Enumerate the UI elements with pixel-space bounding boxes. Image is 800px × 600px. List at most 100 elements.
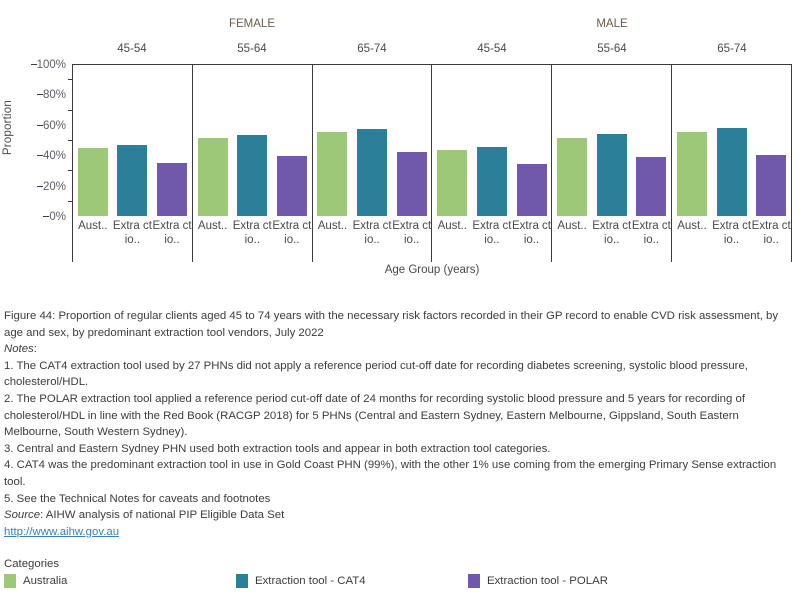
legend-swatch-icon [236,574,248,588]
chart-region: Proportion FEMALE MALE 45-54 55-64 65-74 45-… [2,12,792,277]
y-axis-title: Proportion [2,100,14,156]
y-tick-mark [68,79,72,81]
legend-title: Categories [4,558,60,570]
x-panel-labels: Aust.. Extra ctio.. Extra ctio.. [672,216,792,262]
x-tick-label: Aust.. [317,220,348,232]
y-tick-mark [36,185,43,187]
bar[interactable] [676,131,707,216]
x-tick-label: Extra ctio.. [152,220,192,246]
legend-label: Extraction tool - POLAR [487,575,608,587]
y-tick-label: 60% [36,116,72,134]
notes-label: Notes [4,343,34,356]
bar[interactable] [636,156,667,216]
source-label: Source [4,509,41,522]
bar[interactable] [396,152,427,216]
facet-age-label: 55-64 [237,43,267,55]
plot-body [72,64,792,216]
x-tick-label: Aust.. [437,220,467,232]
x-tick-label: Aust.. [557,220,587,232]
y-tick-mark [68,170,72,172]
plot-area: FEMALE MALE 45-54 55-64 65-74 45-54 55-64 65-7… [30,12,792,277]
facet-age-row: 45-54 55-64 65-74 45-54 55-64 65-74 [72,37,792,64]
chart-panel [432,65,553,216]
chart-panel [193,65,313,216]
bar[interactable] [197,138,228,216]
x-tick-label: Extra ctio.. [512,220,551,246]
y-tick-text: 80% [42,89,66,102]
facet-age-label: 45-54 [477,43,507,55]
facet-age-label: 65-74 [357,43,387,55]
x-tick-label: Extra ctio.. [112,220,152,246]
x-panel-labels: Aust.. Extra ctio.. Extra ctio.. [313,216,433,262]
note-item: 5. See the Technical Notes for caveats a… [4,492,271,505]
bar[interactable] [557,137,588,216]
facet-age-label: 55-64 [597,43,627,55]
bar[interactable] [77,147,108,216]
x-tick-label: Aust.. [78,220,108,232]
legend-items: Australia Extraction tool - CAT4 Extractio… [4,574,794,588]
bar[interactable] [357,128,388,216]
x-tick-label: Extra ctio.. [352,220,392,246]
bar[interactable] [317,131,348,216]
bar[interactable] [117,145,148,216]
x-tick-label: Extra ctio.. [472,220,512,246]
chart-panel [313,65,433,216]
x-panel-labels: Aust.. Extra ctio.. Extra ctio.. [552,216,673,262]
y-tick-mark [68,200,72,202]
y-tick-label: 0% [43,207,72,225]
source-url-link[interactable]: http://www.aihw.gov.au [4,525,120,538]
x-tick-label: Extra ctio.. [392,220,432,246]
legend-item[interactable]: Extraction tool - CAT4 [236,574,468,588]
x-panel-labels: Aust.. Extra ctio.. Extra ctio.. [432,216,553,262]
y-tick-label: 80% [36,85,72,103]
bar[interactable] [276,155,307,216]
x-tick-label: Extra ctio.. [631,220,671,246]
x-tick-label: Extra ctio.. [751,220,791,246]
x-tick-label: Extra ctio.. [592,220,632,246]
legend-swatch-icon [4,574,16,588]
y-tick-label: 20% [36,177,72,195]
y-tick-text: 60% [42,119,66,132]
bar[interactable] [437,149,468,216]
facet-age-label: 65-74 [717,43,747,55]
bar[interactable] [237,134,268,216]
x-tick-label: Aust.. [197,220,228,232]
bar[interactable] [756,155,787,216]
y-tick-text: 40% [42,150,66,163]
y-tick-mark [36,94,43,96]
y-tick-label: 100% [30,55,72,73]
bar[interactable] [516,164,547,216]
facet-sex-label: FEMALE [228,18,275,30]
note-item: 2. The POLAR extraction tool applied a r… [4,392,746,439]
x-panel-labels: Aust.. Extra ctio.. Extra ctio.. [73,216,193,262]
y-tick-text: 100% [36,59,66,71]
legend-item[interactable]: Extraction tool - POLAR [468,574,700,588]
chart-panel [552,65,673,216]
legend-swatch-icon [468,574,480,588]
note-item: 1. The CAT4 extraction tool used by 27 P… [4,359,748,389]
figure-caption: Figure 44: Proportion of regular clients… [4,310,779,339]
bar[interactable] [716,127,747,216]
y-tick-mark [43,216,50,217]
x-panel-labels: Aust.. Extra ctio.. Extra ctio.. [193,216,313,262]
legend-label: Australia [23,575,68,587]
caption-block: Figure 44: Proportion of regular clients… [4,308,794,540]
legend-label: Extraction tool - CAT4 [255,575,366,587]
legend-item[interactable]: Australia [4,574,236,588]
y-tick-mark [36,124,43,126]
bar[interactable] [596,133,627,216]
bar[interactable] [157,163,188,216]
y-tick-label: 40% [36,146,72,164]
legend: Categories Australia Extraction tool - CA… [4,558,794,588]
x-tick-label: Aust.. [677,220,707,232]
notes-heading: Notes: [4,343,37,356]
x-axis-title: Age Group (years) [384,264,480,276]
bar[interactable] [476,146,507,216]
y-tick-mark [68,140,72,141]
y-tick-text: 0% [49,211,66,223]
chart-panel [672,65,792,216]
x-tick-label: Extra ctio.. [272,220,312,246]
note-item: 4. CAT4 was the predominant extraction t… [4,459,777,488]
facet-age-label: 45-54 [117,43,147,55]
y-tick-mark [30,64,37,65]
